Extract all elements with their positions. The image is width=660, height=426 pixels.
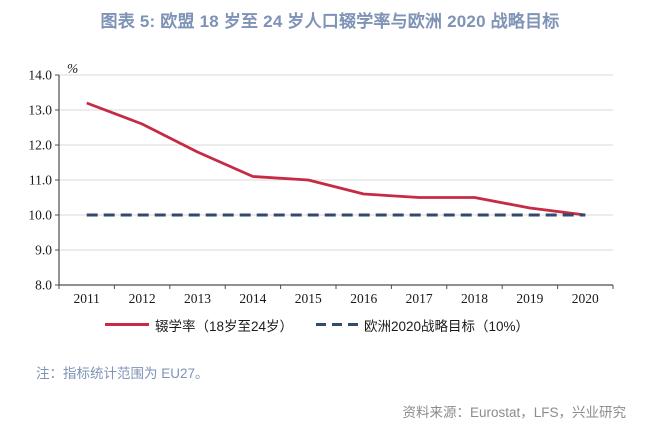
- legend-solid-line-swatch: [105, 323, 149, 326]
- x-tick-label: 2020: [572, 291, 599, 306]
- legend-dashed-line-swatch: [316, 323, 360, 326]
- x-tick-label: 2019: [516, 291, 543, 306]
- y-tick-label: 14.0: [28, 68, 52, 83]
- y-tick-label: 13.0: [28, 103, 52, 118]
- x-tick-label: 2013: [184, 291, 211, 306]
- y-tick-label: 11.0: [29, 173, 52, 188]
- y-tick-label: 8.0: [35, 278, 52, 293]
- dropout-rate-series: [86, 101, 586, 217]
- x-tick-label: 2014: [239, 291, 266, 306]
- y-tick-label: 10.0: [28, 208, 52, 223]
- x-tick-label: 2012: [129, 291, 156, 306]
- x-tick-label: 2015: [295, 291, 322, 306]
- footnote: 注：指标统计范围为 EU27。: [36, 366, 209, 381]
- x-tick-label: 2011: [73, 291, 100, 306]
- x-tick-label: 2018: [461, 291, 488, 306]
- x-tick-label: 2016: [350, 291, 377, 306]
- legend-label-dropout-rate: 辍学率（18岁至24岁）: [155, 319, 294, 334]
- y-tick-label: 12.0: [28, 138, 52, 153]
- y-tick-label: 9.0: [35, 243, 52, 258]
- line-chart-plot-area: 14.0 13.0 12.0 11.0 10.0 9.0 8.0% 2011 2012 2013 2…: [28, 61, 614, 306]
- chart-title: 图表 5: 欧盟 18 岁至 24 岁人口辍学率与欧洲 2020 战略目标: [100, 12, 560, 31]
- y-axis-unit-label: %: [67, 61, 78, 76]
- data-source-credit: 资料来源：Eurostat，LFS，兴业研究: [402, 405, 626, 420]
- x-tick-label: 2017: [406, 291, 433, 306]
- legend-label-target: 欧洲2020战略目标（10%）: [364, 319, 530, 334]
- chart-legend: 辍学率（18岁至24岁） 欧洲2020战略目标（10%）: [0, 314, 660, 336]
